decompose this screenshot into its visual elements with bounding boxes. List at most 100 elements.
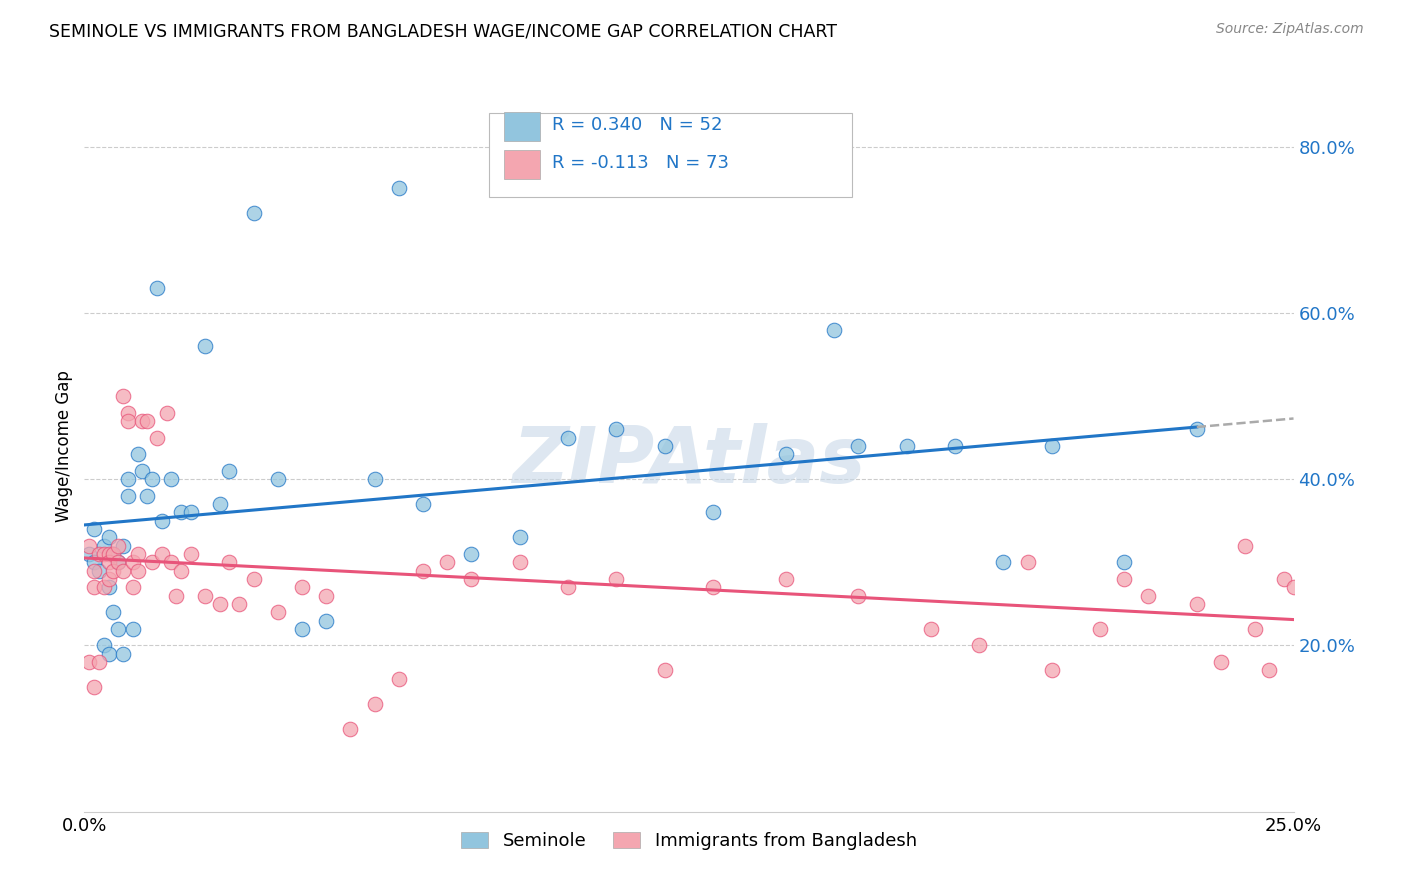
Point [136, 414, 159, 428]
Text: SEMINOLE VS IMMIGRANTS FROM BANGLADESH WAGE/INCOME GAP CORRELATION CHART: SEMINOLE VS IMMIGRANTS FROM BANGLADESH W… [49, 22, 837, 40]
Point [363, 697, 385, 711]
Point [291, 580, 314, 594]
Point [208, 597, 231, 611]
Point [93, 547, 115, 561]
Point [180, 506, 202, 520]
Point [77, 547, 100, 561]
FancyBboxPatch shape [503, 112, 540, 141]
Point [107, 555, 129, 569]
Point [1258, 664, 1281, 678]
Point [87, 564, 110, 578]
Point [388, 672, 411, 686]
Point [83, 680, 105, 694]
Point [194, 589, 217, 603]
Point [1272, 572, 1295, 586]
Point [1243, 622, 1265, 636]
Point [1040, 664, 1063, 678]
Point [846, 589, 869, 603]
Point [943, 439, 966, 453]
Point [112, 539, 135, 553]
Point [388, 181, 411, 195]
Point [1209, 655, 1232, 669]
Point [509, 530, 531, 544]
Point [1040, 439, 1063, 453]
Point [775, 447, 797, 461]
Text: R = 0.340   N = 52: R = 0.340 N = 52 [553, 116, 723, 134]
Point [107, 555, 129, 569]
Point [267, 605, 290, 619]
Point [150, 514, 173, 528]
Point [605, 422, 627, 436]
Point [242, 572, 264, 586]
Point [846, 439, 869, 453]
Point [775, 572, 797, 586]
Point [112, 564, 135, 578]
Point [170, 564, 193, 578]
Point [194, 339, 217, 353]
Point [131, 414, 153, 428]
Point [103, 547, 125, 561]
Point [160, 472, 183, 486]
Point [150, 547, 173, 561]
Point [93, 580, 115, 594]
Text: Source: ZipAtlas.com: Source: ZipAtlas.com [1216, 22, 1364, 37]
Legend: Seminole, Immigrants from Bangladesh: Seminole, Immigrants from Bangladesh [454, 825, 924, 857]
Point [121, 580, 143, 594]
Point [1322, 589, 1344, 603]
Point [97, 530, 120, 544]
Point [1088, 622, 1111, 636]
Text: ZIPAtlas: ZIPAtlas [512, 423, 866, 499]
Point [412, 497, 434, 511]
Point [83, 564, 105, 578]
Point [339, 722, 361, 736]
Point [1282, 580, 1305, 594]
Point [702, 506, 724, 520]
Point [160, 555, 183, 569]
Point [107, 622, 129, 636]
Point [228, 597, 250, 611]
Point [141, 555, 163, 569]
Point [1114, 572, 1136, 586]
Point [97, 547, 120, 561]
Point [1114, 555, 1136, 569]
Point [1185, 597, 1208, 611]
Point [117, 414, 139, 428]
Point [291, 622, 314, 636]
Point [363, 472, 385, 486]
Point [131, 464, 153, 478]
FancyBboxPatch shape [489, 113, 852, 197]
Point [180, 547, 202, 561]
Point [83, 522, 105, 536]
Point [993, 555, 1015, 569]
Point [165, 589, 187, 603]
Point [87, 655, 110, 669]
Point [1302, 605, 1324, 619]
Point [208, 497, 231, 511]
Point [920, 622, 942, 636]
Point [460, 572, 482, 586]
FancyBboxPatch shape [503, 150, 540, 179]
Text: R = -0.113   N = 73: R = -0.113 N = 73 [553, 154, 730, 172]
Point [146, 281, 169, 295]
Point [77, 655, 100, 669]
Point [1185, 422, 1208, 436]
Point [93, 639, 115, 653]
Point [112, 647, 135, 661]
Point [605, 572, 627, 586]
Point [155, 406, 177, 420]
Point [97, 555, 120, 569]
Point [218, 464, 240, 478]
Point [1017, 555, 1039, 569]
Point [460, 547, 482, 561]
Point [103, 547, 125, 561]
Point [87, 547, 110, 561]
Point [77, 539, 100, 553]
Point [242, 206, 264, 220]
Point [509, 555, 531, 569]
Point [1292, 597, 1315, 611]
Point [315, 614, 337, 628]
Point [654, 439, 676, 453]
Point [141, 472, 163, 486]
Point [121, 555, 143, 569]
Point [127, 564, 149, 578]
